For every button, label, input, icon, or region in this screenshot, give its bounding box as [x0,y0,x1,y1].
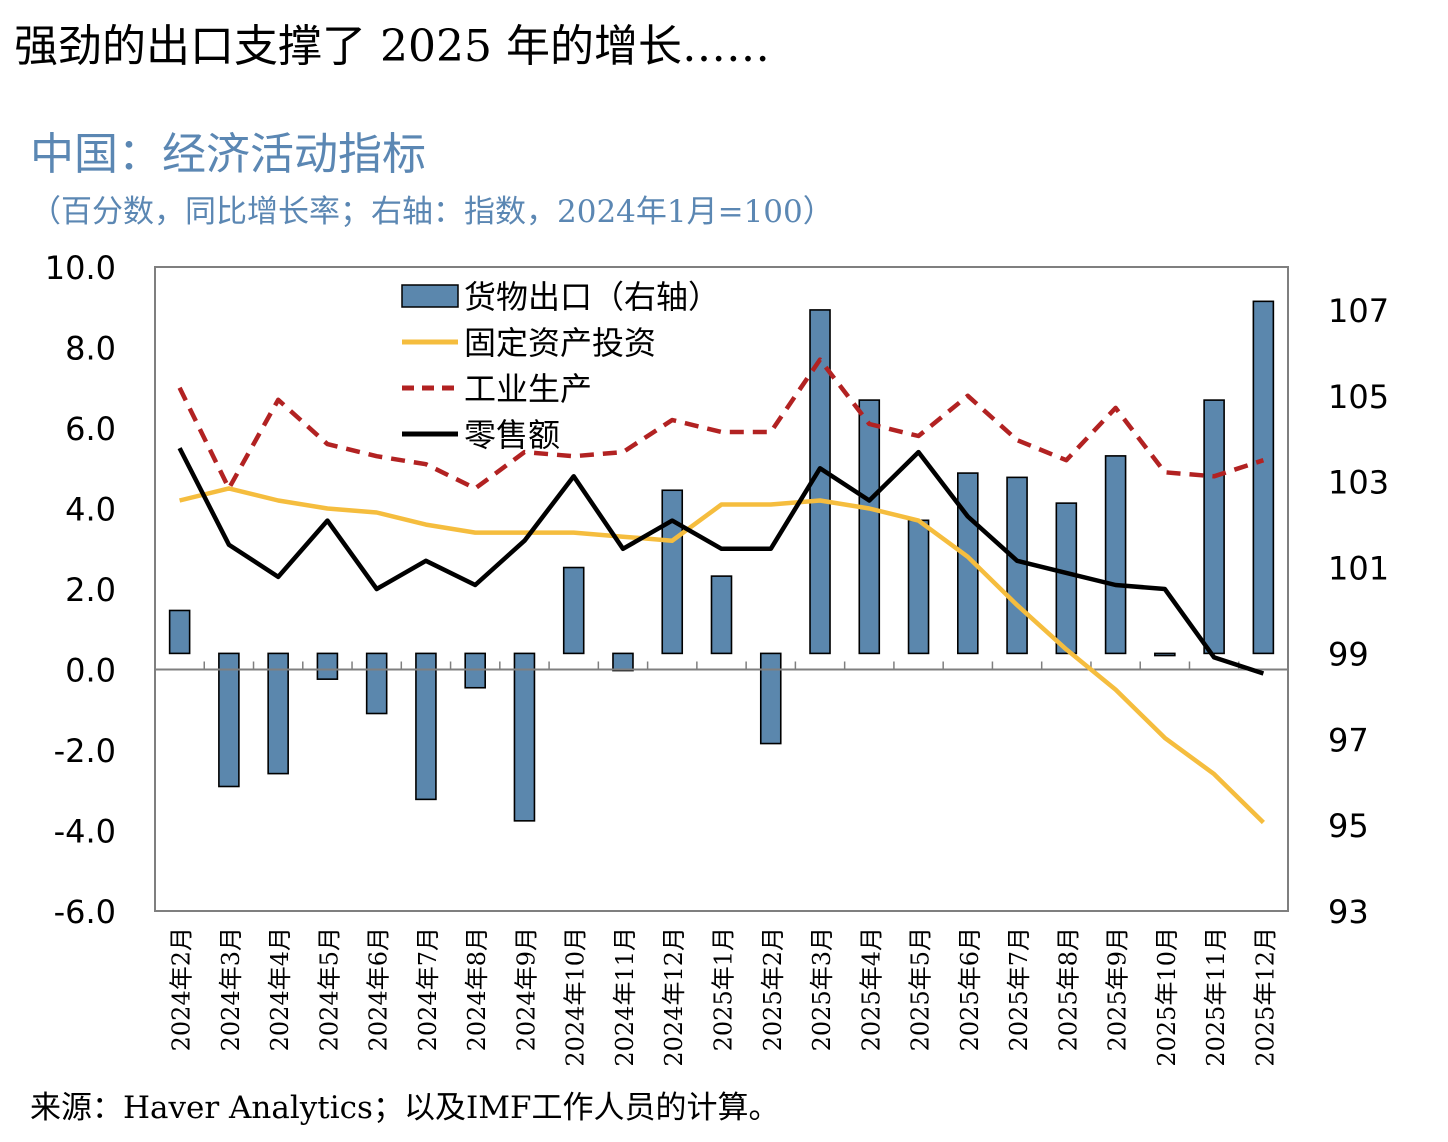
bar-export [612,652,634,672]
x-axis-category-label: 2024年7月 [414,927,442,1051]
bar-export [1252,300,1275,655]
right-axis-tick-label: 105 [1328,378,1389,416]
x-axis-category-label: 2025年3月 [808,927,836,1051]
line-retail [177,447,1265,676]
left-axis-tick-label: 6.0 [65,410,116,448]
x-axis-category-label: 2024年8月 [463,927,491,1051]
legend-label: 货物出口（右轴） [464,278,720,316]
bar-export [1006,476,1028,655]
bar-export [168,609,191,655]
x-axis-category-label: 2024年9月 [513,927,541,1051]
x-axis-category-label: 2025年10月 [1153,927,1181,1067]
x-axis-category-label: 2024年6月 [365,927,393,1051]
bar-export [464,652,486,689]
bar-export [562,566,585,655]
bar-export [267,652,289,775]
bar-export [415,652,437,801]
line-investment [179,486,1265,825]
x-axis-category-label: 2025年8月 [1054,927,1082,1051]
x-axis-category-label: 2025年2月 [759,927,787,1051]
bar-export [1104,455,1127,655]
x-axis-category-label: 2024年5月 [315,927,343,1051]
page-heading: 强劲的出口支撑了 2025 年的增长…… [14,21,770,72]
right-axis-tick-label: 103 [1328,464,1389,502]
left-axis-tick-label: -4.0 [54,813,116,851]
left-axis-tick-label: -6.0 [54,893,116,931]
x-axis-category-label: 2025年5月 [907,927,935,1051]
chart-subtitle: （百分数，同比增长率；右轴：指数，2024年1月=100） [30,194,834,230]
x-axis-category-label: 2025年12月 [1251,927,1279,1067]
left-axis-tick-label: -2.0 [54,732,116,770]
legend-label: 零售额 [464,416,560,454]
bar-export [710,575,733,655]
bar-export [661,489,684,655]
plot-frame [154,266,1289,912]
left-axis-tick-label: 4.0 [65,491,116,529]
x-axis-category-label: 2024年10月 [562,927,590,1067]
bar-export [218,652,240,788]
right-axis-tick-label: 97 [1328,721,1369,759]
x-axis-category-label: 2024年12月 [660,927,688,1067]
source-note: 来源：Haver Analytics；以及IMF工作人员的计算。 [30,1090,780,1126]
left-axis-tick-label: 2.0 [65,571,116,609]
bar-export [513,652,536,822]
x-axis-category-label: 2024年2月 [168,927,196,1051]
x-axis-category-label: 2024年11月 [611,927,639,1067]
right-axis-tick-label: 93 [1328,893,1369,931]
left-axis-tick-label: 8.0 [65,330,116,368]
right-axis-tick-label: 107 [1328,292,1389,330]
x-axis-category-label: 2025年6月 [956,927,984,1051]
x-axis-category-label: 2025年4月 [857,927,885,1051]
legend-swatch-export [401,284,459,308]
right-axis-tick-label: 101 [1328,550,1389,588]
bar-export [1055,502,1078,655]
bar-export [365,652,388,715]
bar-export [907,519,930,655]
legend-label: 工业生产 [464,370,592,408]
left-axis-tick-label: 0.0 [65,652,116,690]
x-axis-category-label: 2024年3月 [217,927,245,1051]
x-axis-category-label: 2025年7月 [1005,927,1033,1051]
x-axis-category-label: 2025年11月 [1202,927,1230,1067]
x-axis-category-label: 2025年1月 [710,927,738,1051]
bar-export [1203,399,1225,655]
left-axis-tick-label: 10.0 [45,249,116,287]
line-industry [177,357,1265,491]
x-axis-category-label: 2025年9月 [1104,927,1132,1051]
legend-label: 固定资产投资 [464,324,656,362]
bar-export [316,652,339,680]
right-axis-tick-label: 99 [1328,635,1369,673]
bar-export [1154,652,1176,657]
bar-export [759,652,782,745]
x-axis-category-label: 2024年4月 [266,927,294,1051]
chart-title: 中国：经济活动指标 [30,129,426,180]
bar-export [858,399,881,655]
right-axis-tick-label: 95 [1328,807,1369,845]
